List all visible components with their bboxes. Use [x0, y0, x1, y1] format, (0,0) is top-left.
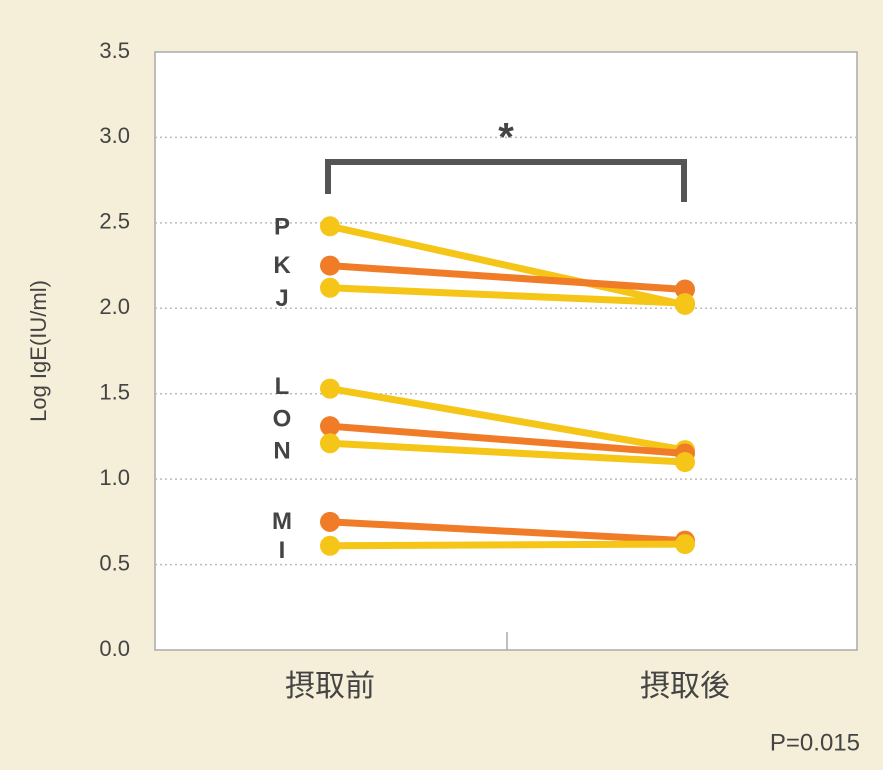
- data-point: [675, 452, 695, 473]
- y-tick-label: 1.5: [99, 380, 130, 405]
- significance-bracket: [325, 159, 687, 202]
- data-point: [320, 511, 340, 532]
- y-axis-label: Log IgE(IU/ml): [26, 280, 51, 422]
- data-point: [675, 534, 695, 555]
- series-line: [329, 385, 686, 454]
- x-tick-label: 摂取前: [285, 670, 375, 703]
- y-tick-label: 2.0: [99, 294, 130, 319]
- series-label: L: [275, 373, 290, 400]
- data-point: [675, 293, 695, 314]
- data-point: [320, 535, 340, 556]
- data-point: [320, 416, 340, 437]
- data-point: [320, 433, 340, 454]
- y-tick-label: 0.5: [99, 550, 130, 575]
- series-label: J: [275, 285, 288, 312]
- series-line: [329, 262, 686, 293]
- series-line: [329, 422, 686, 458]
- series-line: [329, 518, 686, 545]
- series-label: P: [274, 214, 290, 241]
- series-line: [329, 222, 686, 309]
- data-point: [320, 277, 340, 298]
- data-point: [320, 378, 340, 399]
- series-label: M: [272, 508, 292, 535]
- x-tick-label: 摂取後: [640, 670, 730, 703]
- data-point: [320, 216, 340, 237]
- plot-area: [154, 51, 858, 651]
- y-tick-label: 3.5: [99, 38, 130, 63]
- series-label: N: [273, 438, 290, 465]
- y-tick-label: 0.0: [99, 636, 130, 661]
- series-line: [329, 540, 686, 550]
- y-tick-label: 2.5: [99, 209, 130, 234]
- y-tick-label: 3.0: [99, 123, 130, 148]
- data-point: [675, 279, 695, 300]
- series-line: [329, 284, 686, 307]
- series-label: I: [279, 537, 286, 564]
- y-tick-label: 1.0: [99, 465, 130, 490]
- series-label: K: [273, 252, 291, 279]
- series-label: O: [273, 406, 292, 433]
- p-value: P=0.015: [770, 729, 860, 756]
- data-point: [320, 255, 340, 276]
- series-line: [329, 439, 686, 466]
